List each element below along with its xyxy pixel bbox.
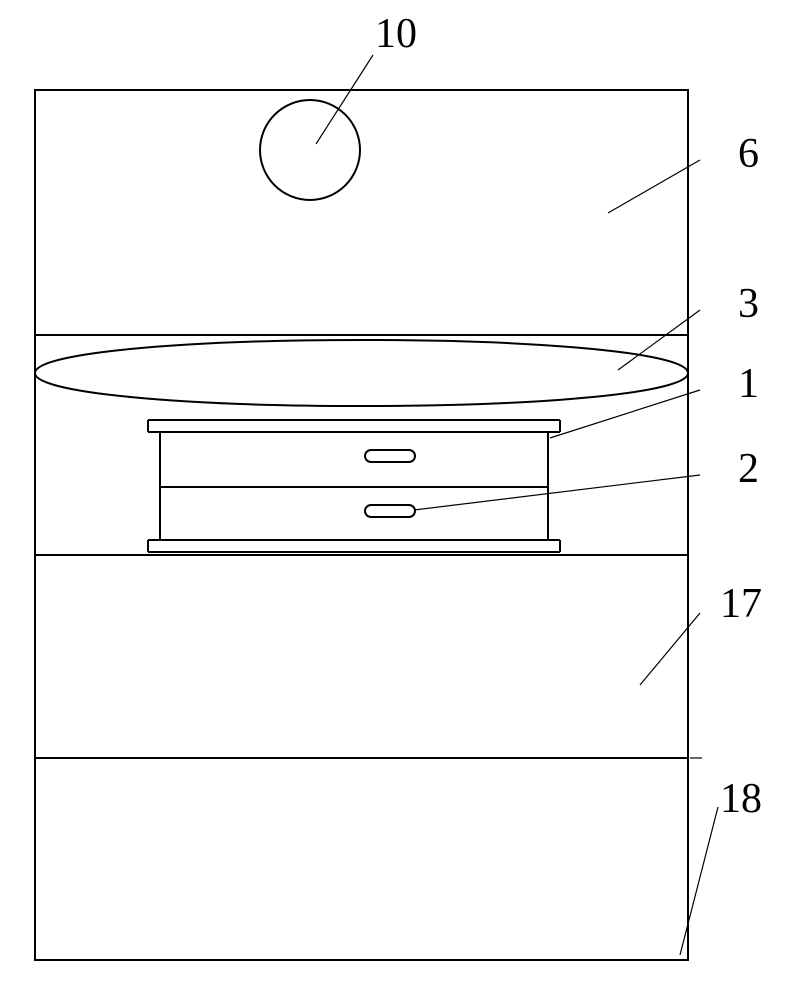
label-2: 2 (738, 445, 759, 493)
leader-10 (316, 55, 373, 144)
slot-lower (365, 505, 415, 517)
slot-upper (365, 450, 415, 462)
label-1: 1 (738, 360, 759, 408)
leader-17 (640, 613, 700, 685)
label-10: 10 (375, 10, 417, 58)
ellipse-band-3 (35, 340, 688, 406)
leader-2 (414, 475, 700, 510)
panel-18 (35, 758, 688, 960)
label-6: 6 (738, 130, 759, 178)
leader-6 (608, 160, 700, 213)
label-3: 3 (738, 280, 759, 328)
label-18: 18 (720, 775, 762, 823)
diagram-svg (0, 0, 794, 1000)
panel-17 (35, 555, 688, 758)
leader-1 (550, 390, 700, 438)
label-17: 17 (720, 580, 762, 628)
leader-18 (680, 807, 718, 955)
circle-10 (260, 100, 360, 200)
panel-6 (35, 90, 688, 335)
diagram-canvas: { "canvas": { "width": 794, "height": 10… (0, 0, 794, 1000)
